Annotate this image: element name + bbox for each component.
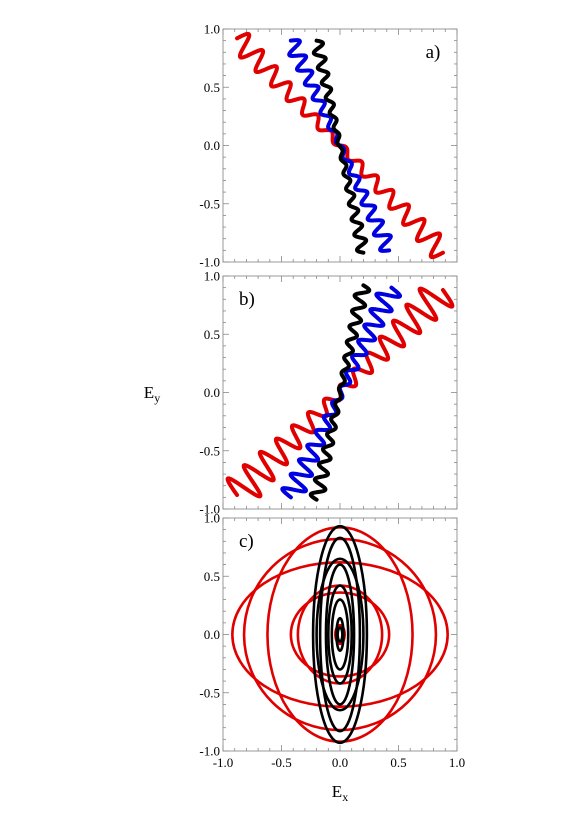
- series-1-ellipse-1: [231, 560, 449, 709]
- y-axis-title-subscript: y: [154, 391, 160, 405]
- y-tick-label: -0.5: [199, 685, 220, 700]
- series-2-ellipse-4: [324, 563, 356, 706]
- y-tick-label: 0.5: [204, 327, 220, 342]
- panel-3-frame: [222, 517, 458, 752]
- x-tick-label: -1.0: [213, 755, 234, 770]
- x-axis-title: Ex: [332, 782, 348, 804]
- series-band-3: [308, 283, 372, 502]
- panel-3-data: [231, 524, 449, 745]
- panel-1-ticks: [222, 28, 458, 263]
- x-tick-label: -0.5: [271, 755, 292, 770]
- y-tick-label: -1.0: [199, 502, 220, 517]
- y-tick-label: 1.0: [204, 269, 220, 284]
- y-tick-label: -1.0: [199, 255, 220, 270]
- panel-2: -1.0 -0.5 0.0 0.5 1.0 b): [199, 269, 458, 517]
- y-tick-label: -0.5: [199, 443, 220, 458]
- series-2-ellipse-5: [326, 584, 353, 685]
- series-band-3: [311, 38, 369, 255]
- panel-2-data: [225, 283, 455, 502]
- y-tick-label: 0.0: [204, 385, 220, 400]
- panel-label: c): [239, 531, 254, 552]
- panels-group: -1.0-0.50.00.51.0a)-1.0-0.50.00.51.0b)-1…: [199, 22, 465, 771]
- panel-label: a): [426, 42, 441, 63]
- panel-3-ticks: [222, 517, 458, 752]
- series-2-ellipse-8: [336, 626, 344, 643]
- y-tick-label: 0.0: [204, 138, 220, 153]
- y-axis-title: Ey: [144, 383, 160, 405]
- y-tick-label: -0.5: [199, 196, 220, 211]
- series-2-ellipse-2: [318, 536, 362, 733]
- y-tick-label: 1.0: [204, 511, 220, 526]
- y-tick-label: -1.0: [199, 744, 220, 759]
- series-2-ellipse-3: [315, 557, 365, 712]
- series-1-ellipse-2: [242, 537, 438, 732]
- panel-3: -1.0 -0.5 0.0 0.5 1.0 -1.0 -0.5 0.0 0.5 1.0 c): [199, 511, 465, 771]
- x-tick-label: 0.5: [390, 755, 406, 770]
- series-2-ellipse-6: [330, 598, 350, 671]
- series-2-ellipse-1: [311, 524, 369, 745]
- panel-1-data: [235, 31, 445, 260]
- series-1-ellipse-4: [289, 591, 391, 678]
- y-tick-label: 0.5: [204, 80, 220, 95]
- panel-1: -1.0 -0.5 0.0 0.5 1.0 a): [199, 22, 458, 270]
- panel-label: b): [239, 289, 255, 310]
- x-tick-label: 0.0: [332, 755, 348, 770]
- x-axis-title-subscript: x: [342, 790, 348, 804]
- x-tick-label: 1.0: [449, 755, 465, 770]
- y-tick-label: 1.0: [204, 22, 220, 37]
- panel-2-ticks: [222, 275, 458, 510]
- y-tick-label: 0.5: [204, 569, 220, 584]
- y-tick-label: 0.0: [204, 627, 220, 642]
